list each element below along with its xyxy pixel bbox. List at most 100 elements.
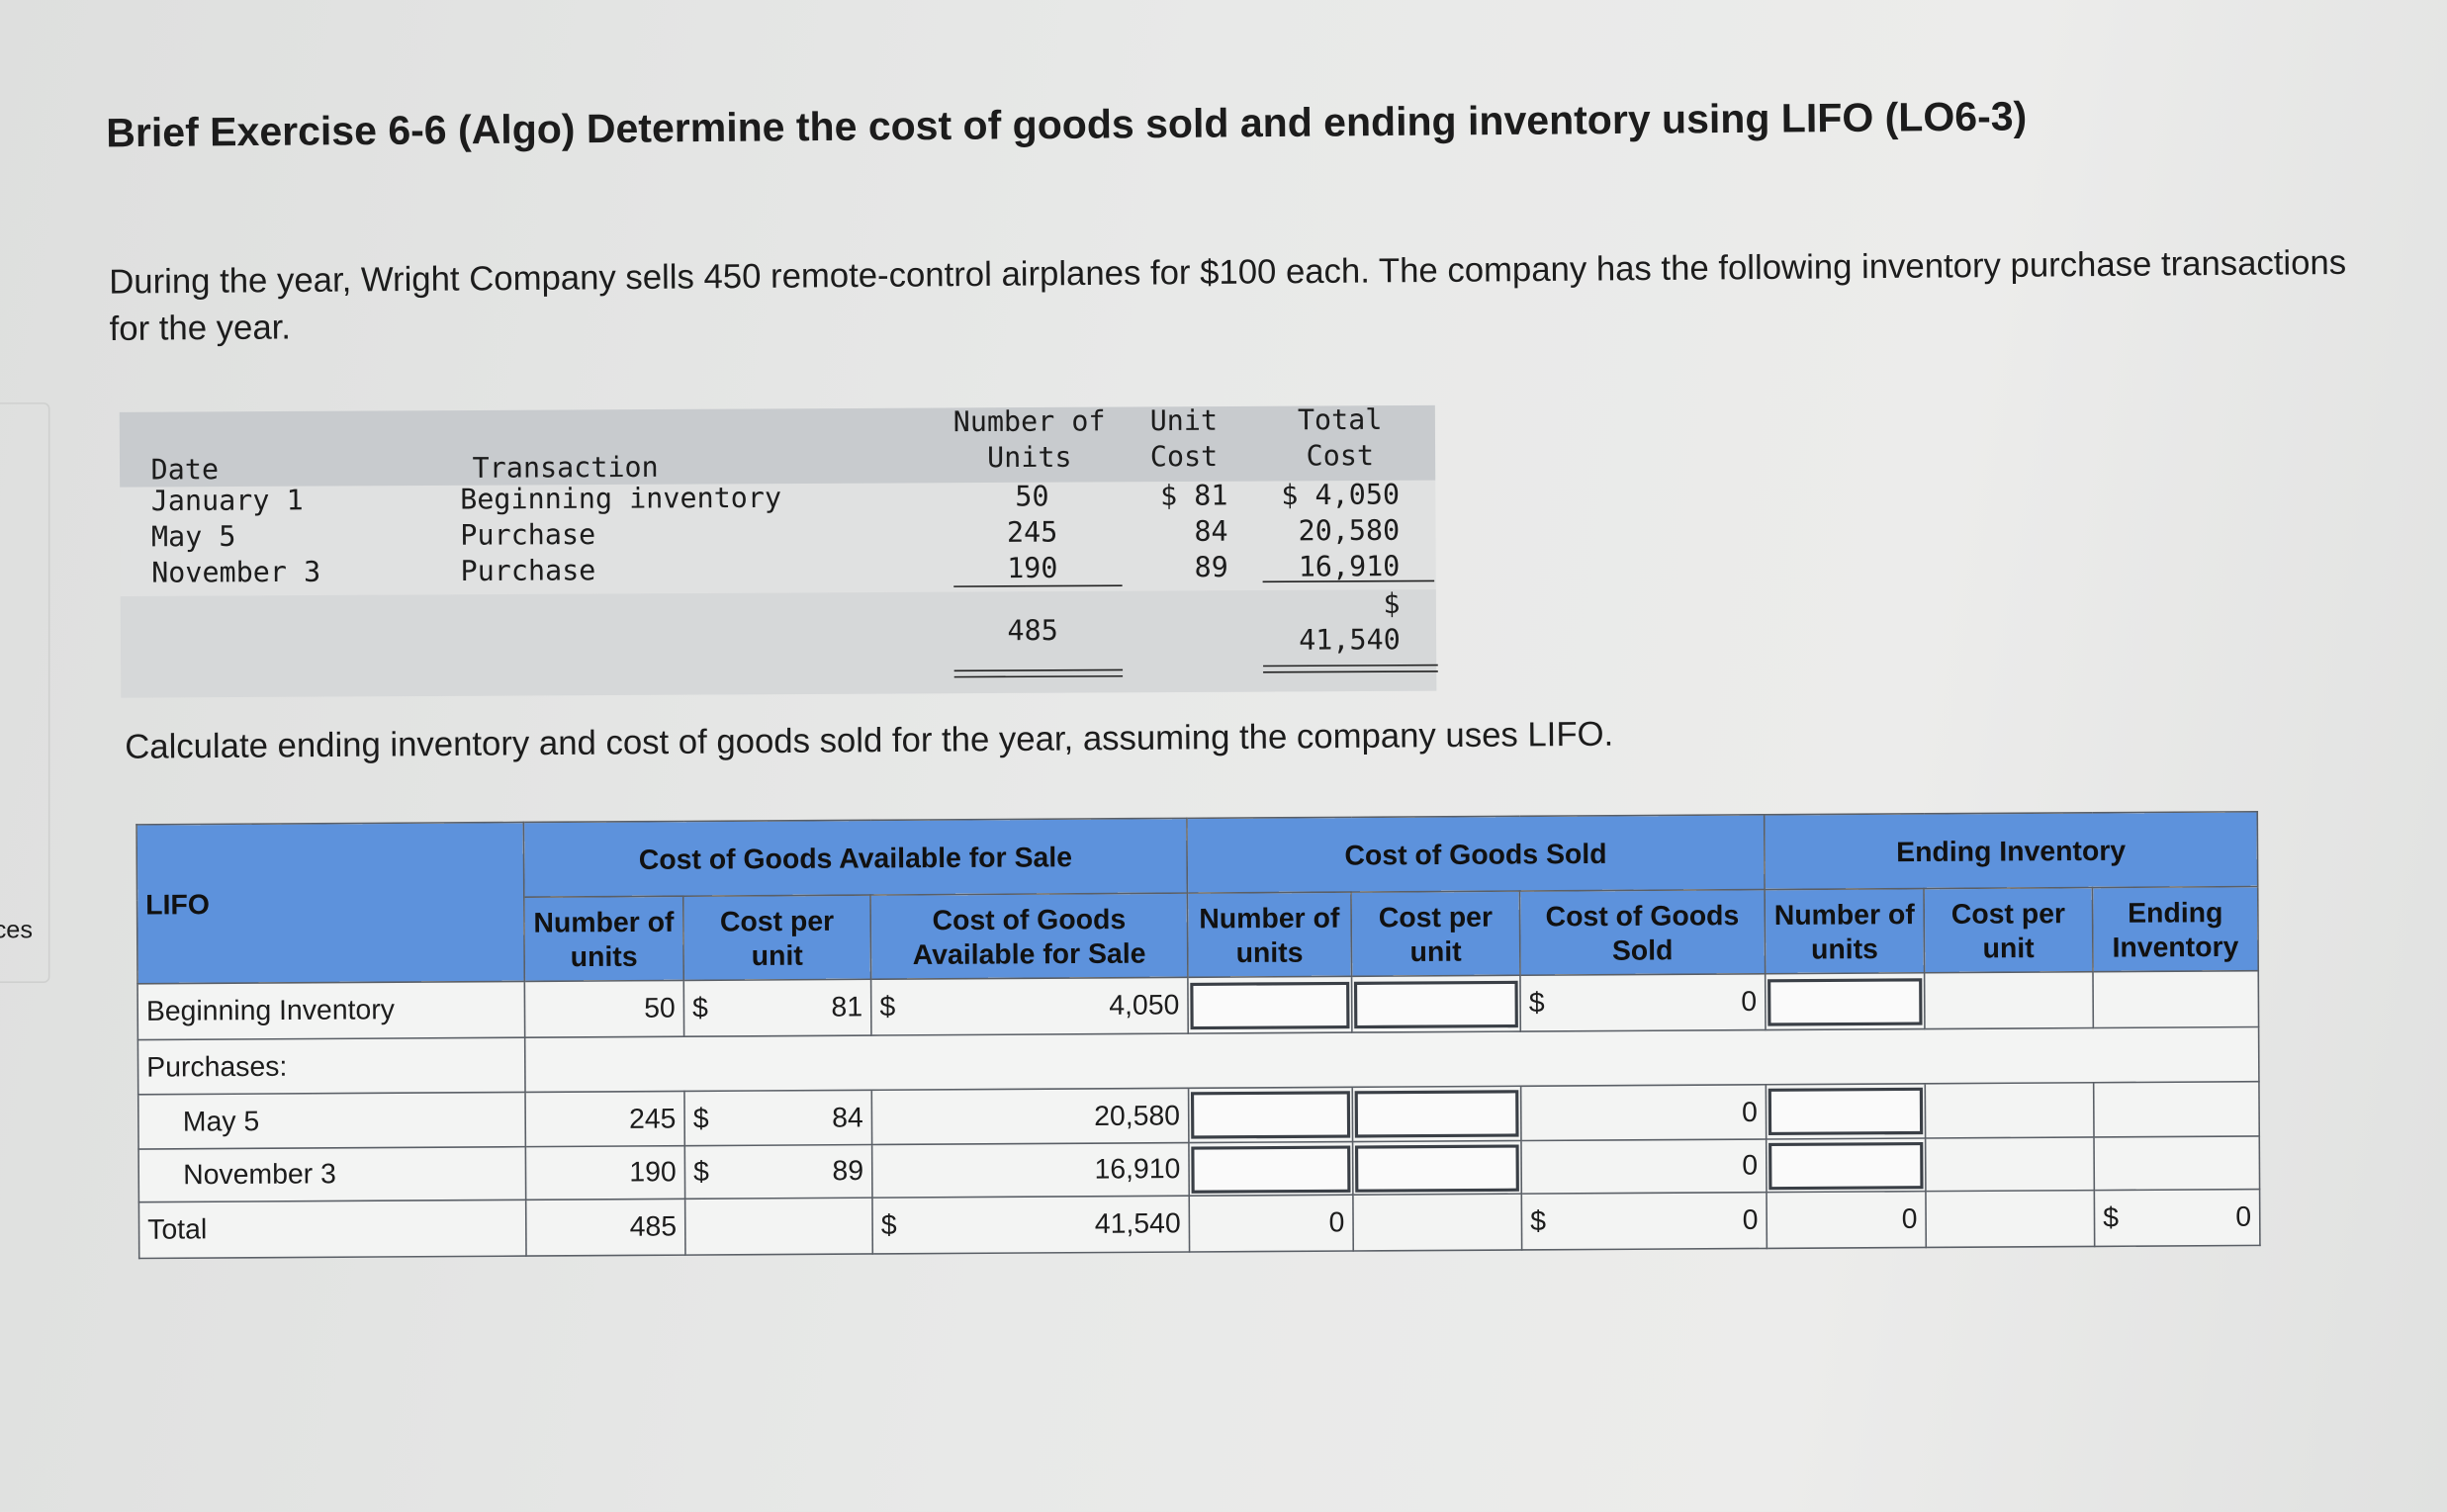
sidebar: [0, 402, 50, 984]
table-cell: [1188, 1141, 1353, 1197]
sidebar-text: ces: [0, 917, 33, 944]
table-cell: 20,580: [1298, 514, 1401, 549]
input-box[interactable]: [1767, 977, 1923, 1025]
table-cell: $ 81: [1159, 480, 1228, 513]
row-label: May 5: [137, 1092, 526, 1150]
question-text: Calculate ending inventory and cost of g…: [125, 714, 1614, 766]
table-cell: [1924, 971, 2094, 1029]
table-cell: [1352, 1086, 1521, 1142]
currency-symbol: $: [693, 1155, 710, 1188]
column-header: Total Cost: [1297, 403, 1383, 474]
column-header: Cost per unit: [1351, 891, 1520, 977]
corner-label: LIFO: [136, 822, 525, 984]
table-cell: 0: [1189, 1195, 1354, 1252]
row-label: November 3: [138, 1146, 526, 1202]
table-cell: 0: [1520, 1138, 1767, 1195]
table-cell: 190: [525, 1145, 685, 1201]
amount: 84: [832, 1101, 863, 1133]
amount: 0: [1742, 1203, 1759, 1236]
table-cell: January 1: [150, 485, 304, 518]
group-header-row: LIFO Cost of Goods Available for Sale Cost…: [136, 811, 2258, 984]
table-cell: 50: [1015, 481, 1049, 514]
input-box[interactable]: [1354, 1143, 1519, 1193]
value: 485: [629, 1210, 678, 1243]
amount: 81: [831, 991, 863, 1023]
table-cell: [1352, 1194, 1522, 1251]
input-box[interactable]: [1767, 1087, 1924, 1136]
double-underline: [953, 668, 1124, 678]
input-box[interactable]: [1354, 1090, 1519, 1138]
value: 20,580: [1094, 1099, 1181, 1131]
total-units: 485: [1007, 614, 1058, 649]
table-cell: [1925, 1082, 2095, 1139]
column-header: Number of Units: [952, 405, 1106, 476]
input-box[interactable]: [1768, 1141, 1924, 1190]
table-cell: [1352, 1140, 1522, 1196]
currency-symbol: $: [692, 992, 709, 1023]
table-cell: November 3: [151, 556, 321, 590]
total-cost: 41,540: [1299, 623, 1401, 658]
value: $0: [1530, 1204, 1759, 1239]
table-cell: $0: [1519, 973, 1767, 1032]
input-box[interactable]: [1190, 981, 1350, 1029]
table-cell: [1765, 972, 1925, 1030]
value: 0: [1901, 1202, 1918, 1235]
table-cell: 190: [1007, 552, 1058, 586]
group-header: Cost of Goods Available for Sale: [523, 818, 1188, 898]
table-cell: $89: [684, 1144, 872, 1200]
value: $41,540: [881, 1207, 1181, 1242]
currency-symbol: $: [879, 990, 896, 1023]
table-cell: 245: [1006, 516, 1058, 550]
value: $4,050: [879, 989, 1179, 1023]
table-cell: [1187, 976, 1352, 1034]
amount: 0: [2235, 1201, 2252, 1233]
column-header: Number of units: [1765, 888, 1925, 974]
column-header: Unit Cost: [1149, 404, 1219, 475]
input-box[interactable]: [1353, 980, 1518, 1028]
lifo-table: LIFO Cost of Goods Available for Sale Cost…: [136, 810, 2261, 1260]
row-label: Beginning Inventory: [137, 981, 525, 1040]
table-cell: $0: [1521, 1192, 1767, 1250]
currency-symbol: $: [2103, 1201, 2120, 1233]
table-cell: Purchase: [460, 555, 596, 588]
value: $89: [693, 1155, 863, 1189]
double-underline: [1263, 664, 1438, 673]
input-box[interactable]: [1191, 1144, 1351, 1194]
table-cell: 0: [1520, 1084, 1767, 1141]
table-cell: Beginning inventory: [460, 482, 782, 517]
purchases-table: Date Transaction Number of Units Unit Cost T…: [119, 403, 1438, 698]
table-cell: [1766, 1083, 1926, 1139]
input-box[interactable]: [1190, 1091, 1351, 1139]
amount: 4,050: [1109, 989, 1180, 1022]
table-cell: 0: [1767, 1191, 1927, 1249]
value: $0: [2103, 1201, 2251, 1234]
value: 0: [1741, 1095, 1758, 1127]
column-header: Number of units: [523, 896, 684, 982]
table-cell: $41,540: [871, 1196, 1190, 1254]
table-cell: $4,050: [870, 977, 1189, 1036]
table-cell: [1766, 1138, 1926, 1193]
column-header: Cost of Goods Available for Sale: [870, 893, 1188, 980]
amount: 89: [832, 1154, 864, 1187]
value: 245: [628, 1102, 677, 1134]
group-header: Cost of Goods Sold: [1186, 814, 1766, 894]
currency-symbol: $: [1530, 1204, 1547, 1237]
amount: 41,540: [1094, 1207, 1181, 1240]
value: 0: [1742, 1149, 1759, 1181]
table-cell: 16,910: [871, 1142, 1190, 1199]
value: 50: [644, 992, 676, 1024]
table-cell: $81: [683, 979, 871, 1037]
table-cell: 20,580: [871, 1088, 1189, 1145]
table-cell: [684, 1198, 873, 1256]
table-cell: [1351, 975, 1521, 1033]
column-header: Cost per unit: [682, 895, 871, 981]
intro-text: During the year, Wright Company sells 45…: [109, 242, 2347, 348]
currency-symbol: $: [1528, 986, 1545, 1019]
table-cell: 245: [525, 1091, 685, 1147]
table-cell: [2094, 1135, 2260, 1191]
table-cell: [1188, 1087, 1353, 1143]
table-cell: $0: [2094, 1189, 2260, 1247]
table-row: Total 485 $41,540 0 $0 0 $0: [138, 1189, 2260, 1259]
